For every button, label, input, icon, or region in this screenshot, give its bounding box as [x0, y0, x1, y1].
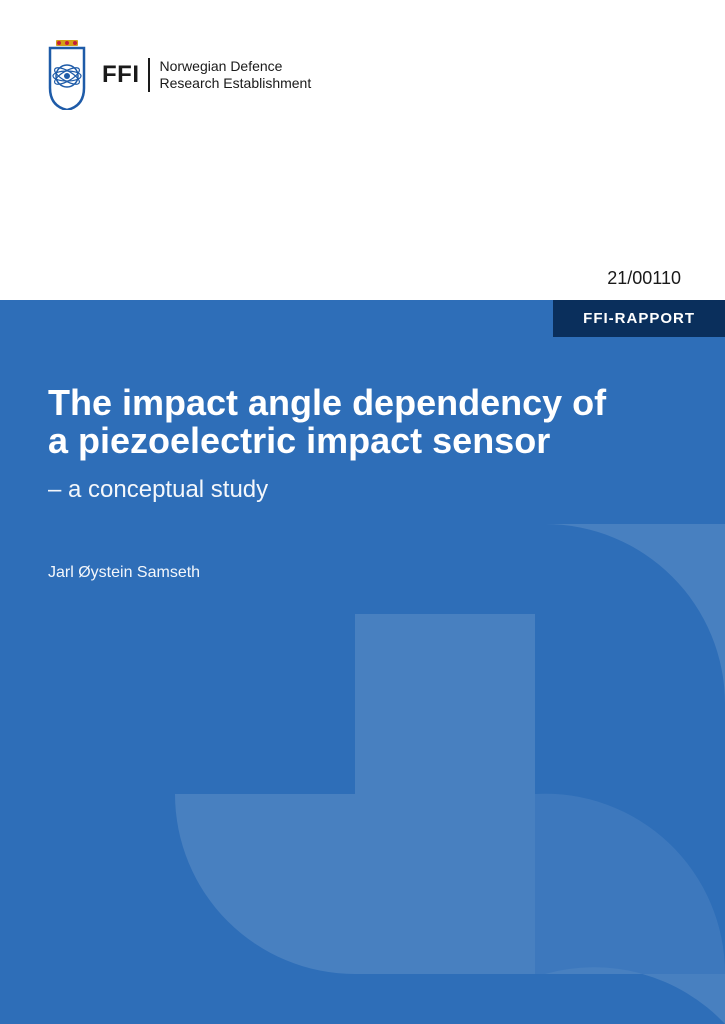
background-shapes — [175, 524, 725, 1024]
title-section: The impact angle dependency of a piezoel… — [48, 384, 677, 504]
report-title: The impact angle dependency of a piezoel… — [48, 384, 677, 460]
title-line-2: a piezoelectric impact sensor — [48, 422, 677, 460]
logo-container: FFI Norwegian Defence Research Establish… — [48, 40, 311, 110]
main-content: FFI-RAPPORT The impact angle dependency … — [0, 300, 725, 1024]
header-section: FFI Norwegian Defence Research Establish… — [0, 0, 725, 300]
title-line-1: The impact angle dependency of — [48, 384, 677, 422]
ffi-abbreviation: FFI — [102, 61, 140, 89]
rapport-badge: FFI-RAPPORT — [553, 300, 725, 337]
org-name-line-2: Research Establishment — [160, 75, 312, 92]
report-number: 21/00110 — [607, 268, 681, 289]
organization-name: Norwegian Defence Research Establishment — [148, 58, 312, 92]
ffi-shield-icon — [48, 40, 86, 110]
report-subtitle: – a conceptual study — [48, 476, 677, 504]
org-name-line-1: Norwegian Defence — [160, 58, 312, 75]
logo-text-group: FFI Norwegian Defence Research Establish… — [102, 58, 311, 92]
